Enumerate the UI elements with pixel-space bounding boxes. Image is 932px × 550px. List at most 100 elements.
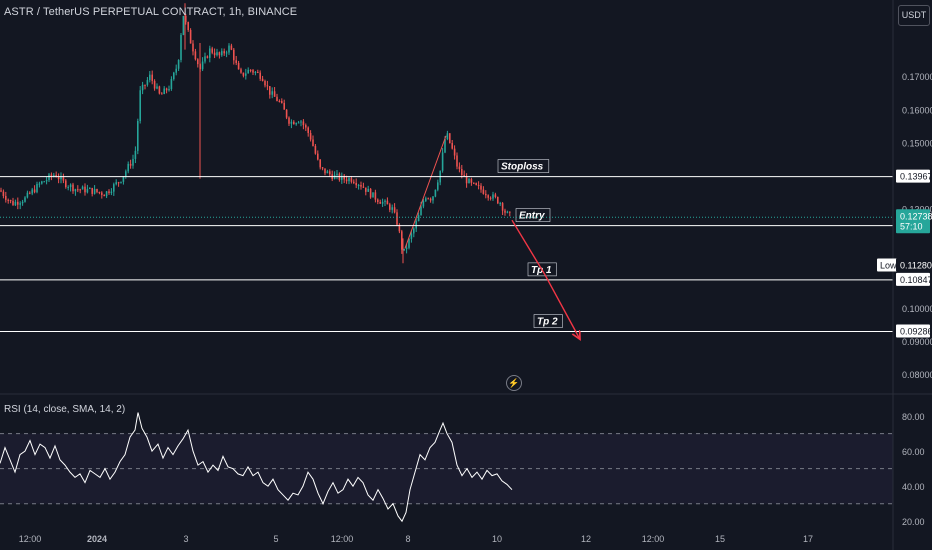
- candle-body: [0, 190, 2, 192]
- candle-body: [475, 183, 477, 185]
- candle-body: [57, 176, 60, 180]
- rsi-title: RSI (14, close, SMA, 14, 2): [4, 404, 126, 415]
- candle-body: [113, 184, 115, 192]
- level-label: Entry: [519, 211, 545, 222]
- rsi-axis: 80.00 60.00 40.00 20.00: [902, 412, 925, 527]
- candle-body: [242, 72, 245, 76]
- rsi-tick-label: 40.00: [902, 482, 925, 492]
- candle-body: [53, 174, 55, 177]
- candle-body: [389, 204, 391, 210]
- candle-body: [487, 195, 489, 198]
- candle-body: [441, 152, 444, 171]
- y-tick-label: 0.09000: [902, 337, 932, 347]
- candles-plot: [0, 3, 511, 264]
- current-price-tag-box: [896, 209, 930, 234]
- candle-body: [499, 203, 501, 205]
- candle-body: [110, 191, 113, 194]
- candle-body: [293, 121, 295, 125]
- candle-body: [413, 228, 415, 234]
- candle-body: [362, 186, 365, 188]
- candle-body: [235, 60, 237, 63]
- candle-body: [26, 192, 29, 198]
- candle-body: [482, 189, 485, 194]
- candle-body: [98, 191, 101, 193]
- candle-body: [48, 174, 50, 181]
- candle-body: [91, 187, 93, 194]
- candle-body: [384, 200, 386, 202]
- candle-body: [24, 197, 26, 202]
- candle-body: [161, 93, 163, 95]
- candle-body: [312, 139, 314, 146]
- candle-body: [485, 193, 487, 196]
- x-tick-label: 17: [803, 534, 813, 544]
- candle-body: [425, 198, 427, 201]
- candle-body: [506, 211, 509, 213]
- candle-body: [285, 109, 288, 118]
- candle-body: [497, 197, 499, 204]
- candle-body: [211, 48, 213, 53]
- candle-body: [501, 203, 504, 211]
- candle-body: [206, 56, 209, 58]
- low-label: Low: [880, 261, 897, 271]
- candle-body: [103, 194, 105, 197]
- candle-body: [504, 210, 506, 213]
- level-price-tag-box: [896, 272, 930, 286]
- candle-body: [405, 247, 408, 249]
- candle-body: [403, 248, 405, 250]
- candle-body: [146, 80, 149, 85]
- x-tick-label: 12:00: [642, 534, 665, 544]
- candle-body: [156, 86, 158, 89]
- x-tick-label: 12: [581, 534, 591, 544]
- candle-body: [60, 176, 62, 180]
- candle-body: [240, 69, 242, 73]
- candle-body: [194, 51, 197, 60]
- candle-body: [125, 171, 127, 177]
- candle-body: [429, 198, 432, 201]
- candle-body: [509, 211, 511, 213]
- candle-body: [480, 185, 482, 190]
- y-tick-label: 0.16000: [902, 105, 932, 115]
- candle-body: [168, 89, 170, 91]
- candle-body: [281, 101, 283, 103]
- lightning-icon[interactable]: ⚡: [506, 375, 522, 391]
- candle-body: [427, 198, 429, 200]
- candle-body: [494, 194, 497, 198]
- candle-body: [41, 181, 43, 184]
- candle-body: [129, 163, 132, 166]
- current-price-tag: 0.12738: [900, 211, 932, 221]
- candle-body: [492, 194, 494, 199]
- candle-body: [319, 159, 321, 168]
- candle-body: [396, 212, 398, 225]
- candle-body: [353, 181, 355, 183]
- candle-body: [36, 183, 38, 193]
- candle-body: [300, 121, 302, 123]
- x-tick-label: 8: [405, 534, 410, 544]
- candle-body: [473, 182, 475, 184]
- candle-body: [134, 150, 137, 159]
- candle-body: [336, 173, 338, 175]
- candle-body: [77, 189, 79, 191]
- rsi-line: [0, 412, 513, 523]
- candle-body: [410, 233, 413, 239]
- candle-body: [213, 52, 216, 56]
- level-price-tag: 0.10847: [900, 275, 932, 285]
- x-tick-label: 15: [715, 534, 725, 544]
- candle-body: [17, 201, 19, 205]
- y-tick-label: 0.15000: [902, 138, 932, 148]
- candle-body: [350, 178, 353, 182]
- candle-body: [324, 168, 326, 174]
- candle-body: [204, 56, 206, 62]
- currency-button[interactable]: USDT: [898, 5, 930, 26]
- candle-body: [360, 184, 362, 187]
- candle-body: [401, 231, 403, 250]
- rsi-band-fill: [0, 433, 893, 504]
- candle-body: [276, 96, 278, 102]
- price-tags: 0.139670.124870.108470.092860.1273857:10…: [877, 169, 932, 338]
- candle-body: [249, 69, 252, 71]
- projection-arrow: [511, 219, 580, 339]
- candle-body: [43, 181, 45, 183]
- rsi-tick-label: 20.00: [902, 517, 925, 527]
- rsi-tick-label: 60.00: [902, 447, 925, 457]
- candle-body: [461, 169, 463, 176]
